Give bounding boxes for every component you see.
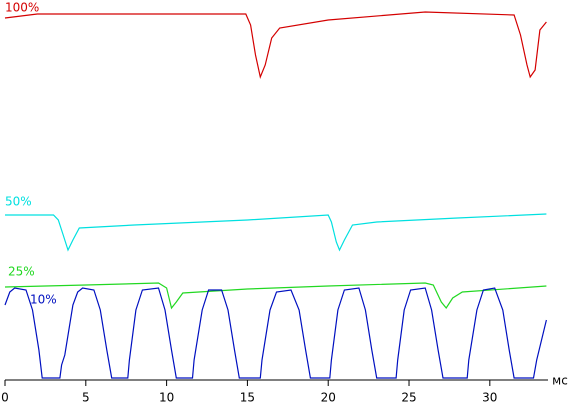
trace-label: 100% [5, 1, 39, 15]
x-tick-label: 15 [240, 391, 255, 405]
trace [4, 282, 547, 310]
x-tick-label: 20 [321, 391, 336, 405]
x-tick-label: 25 [401, 391, 416, 405]
x-axis-label: мс [552, 374, 568, 388]
trace [4, 287, 547, 379]
trace-label: 10% [30, 293, 57, 307]
x-tick-label: 30 [482, 391, 497, 405]
trace [4, 11, 547, 80]
trace-label: 50% [5, 195, 32, 209]
trace [5, 213, 547, 252]
x-tick-label: 10 [159, 391, 174, 405]
x-tick-label: 5 [82, 391, 90, 405]
x-tick-label: 0 [1, 391, 9, 405]
trace-label: 25% [8, 265, 35, 279]
